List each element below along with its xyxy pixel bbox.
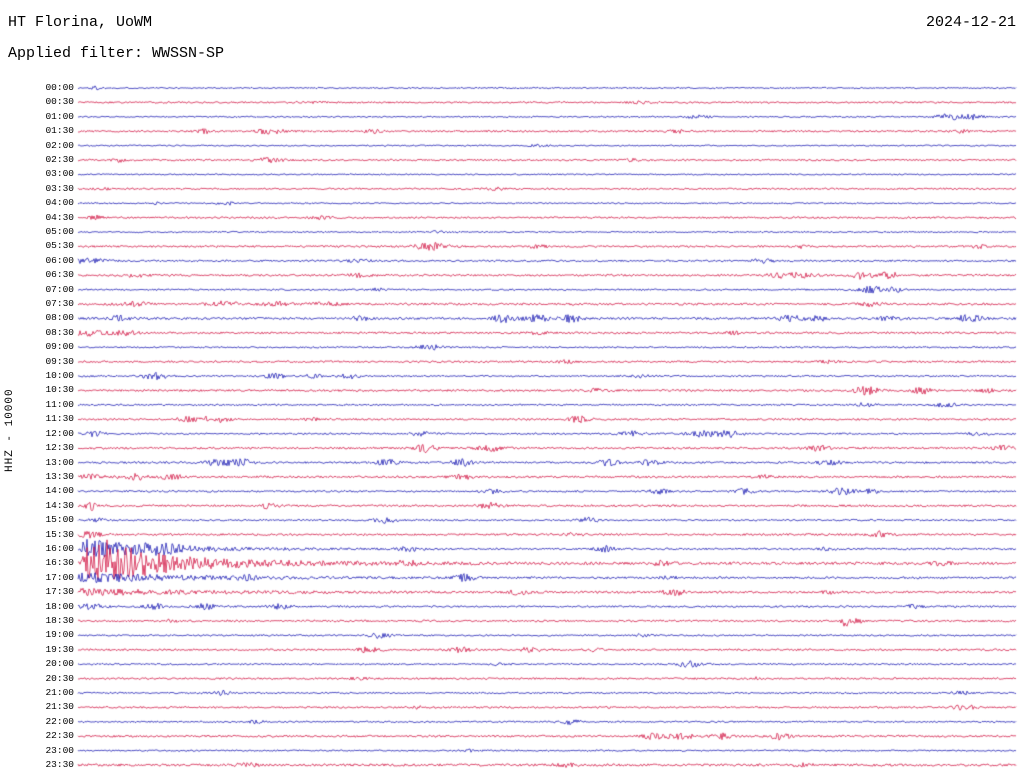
time-label-1400: 14:00 bbox=[45, 485, 74, 497]
time-label-1830: 18:30 bbox=[45, 614, 74, 626]
time-label-1500: 15:00 bbox=[45, 514, 74, 526]
time-label-1700: 17:00 bbox=[45, 571, 74, 583]
station-title: HT Florina, UoWM bbox=[8, 14, 153, 31]
time-label-0530: 05:30 bbox=[45, 240, 74, 252]
time-label-0730: 07:30 bbox=[45, 298, 74, 310]
time-label-1100: 11:00 bbox=[45, 398, 74, 410]
time-label-0700: 07:00 bbox=[45, 283, 74, 295]
time-label-1000: 10:00 bbox=[45, 370, 74, 382]
time-label-0600: 06:00 bbox=[45, 254, 74, 266]
time-label-1130: 11:30 bbox=[45, 413, 74, 425]
applied-filter-label: Applied filter: WWSSN-SP bbox=[8, 45, 225, 62]
time-label-2200: 22:00 bbox=[45, 715, 74, 727]
time-label-0100: 01:00 bbox=[45, 110, 74, 122]
time-label-1630: 16:30 bbox=[45, 557, 74, 569]
time-label-0330: 03:30 bbox=[45, 182, 74, 194]
time-label-0630: 06:30 bbox=[45, 269, 74, 281]
time-label-1430: 14:30 bbox=[45, 499, 74, 511]
channel-scale-label: HHZ - 10000 bbox=[4, 388, 16, 472]
time-label-2100: 21:00 bbox=[45, 686, 74, 698]
time-label-0900: 09:00 bbox=[45, 341, 74, 353]
time-label-0500: 05:00 bbox=[45, 226, 74, 238]
time-label-2330: 23:30 bbox=[45, 759, 74, 770]
time-label-0400: 04:00 bbox=[45, 197, 74, 209]
time-label-1600: 16:00 bbox=[45, 542, 74, 554]
time-label-0230: 02:30 bbox=[45, 154, 74, 166]
time-label-0830: 08:30 bbox=[45, 326, 74, 338]
time-label-2230: 22:30 bbox=[45, 730, 74, 742]
time-label-1230: 12:30 bbox=[45, 442, 74, 454]
time-label-1900: 19:00 bbox=[45, 629, 74, 641]
time-label-2300: 23:00 bbox=[45, 744, 74, 756]
time-label-1030: 10:30 bbox=[45, 384, 74, 396]
time-label-0000: 00:00 bbox=[45, 82, 74, 93]
time-label-0200: 02:00 bbox=[45, 139, 74, 151]
time-label-0430: 04:30 bbox=[45, 211, 74, 223]
time-label-2030: 20:30 bbox=[45, 672, 74, 684]
time-label-0800: 08:00 bbox=[45, 312, 74, 324]
time-label-0930: 09:30 bbox=[45, 355, 74, 367]
time-label-0300: 03:00 bbox=[45, 168, 74, 180]
time-label-1330: 13:30 bbox=[45, 470, 74, 482]
time-label-0130: 01:30 bbox=[45, 125, 74, 137]
time-label-1730: 17:30 bbox=[45, 586, 74, 598]
time-label-2000: 20:00 bbox=[45, 658, 74, 670]
time-label-2130: 21:30 bbox=[45, 701, 74, 713]
date-label: 2024-12-21 bbox=[925, 14, 1016, 31]
time-label-1800: 18:00 bbox=[45, 600, 74, 612]
time-label-0030: 00:30 bbox=[45, 96, 74, 108]
time-label-1930: 19:30 bbox=[45, 643, 74, 655]
time-label-1200: 12:00 bbox=[45, 427, 74, 439]
time-label-1530: 15:30 bbox=[45, 528, 74, 540]
time-label-1300: 13:00 bbox=[45, 456, 74, 468]
